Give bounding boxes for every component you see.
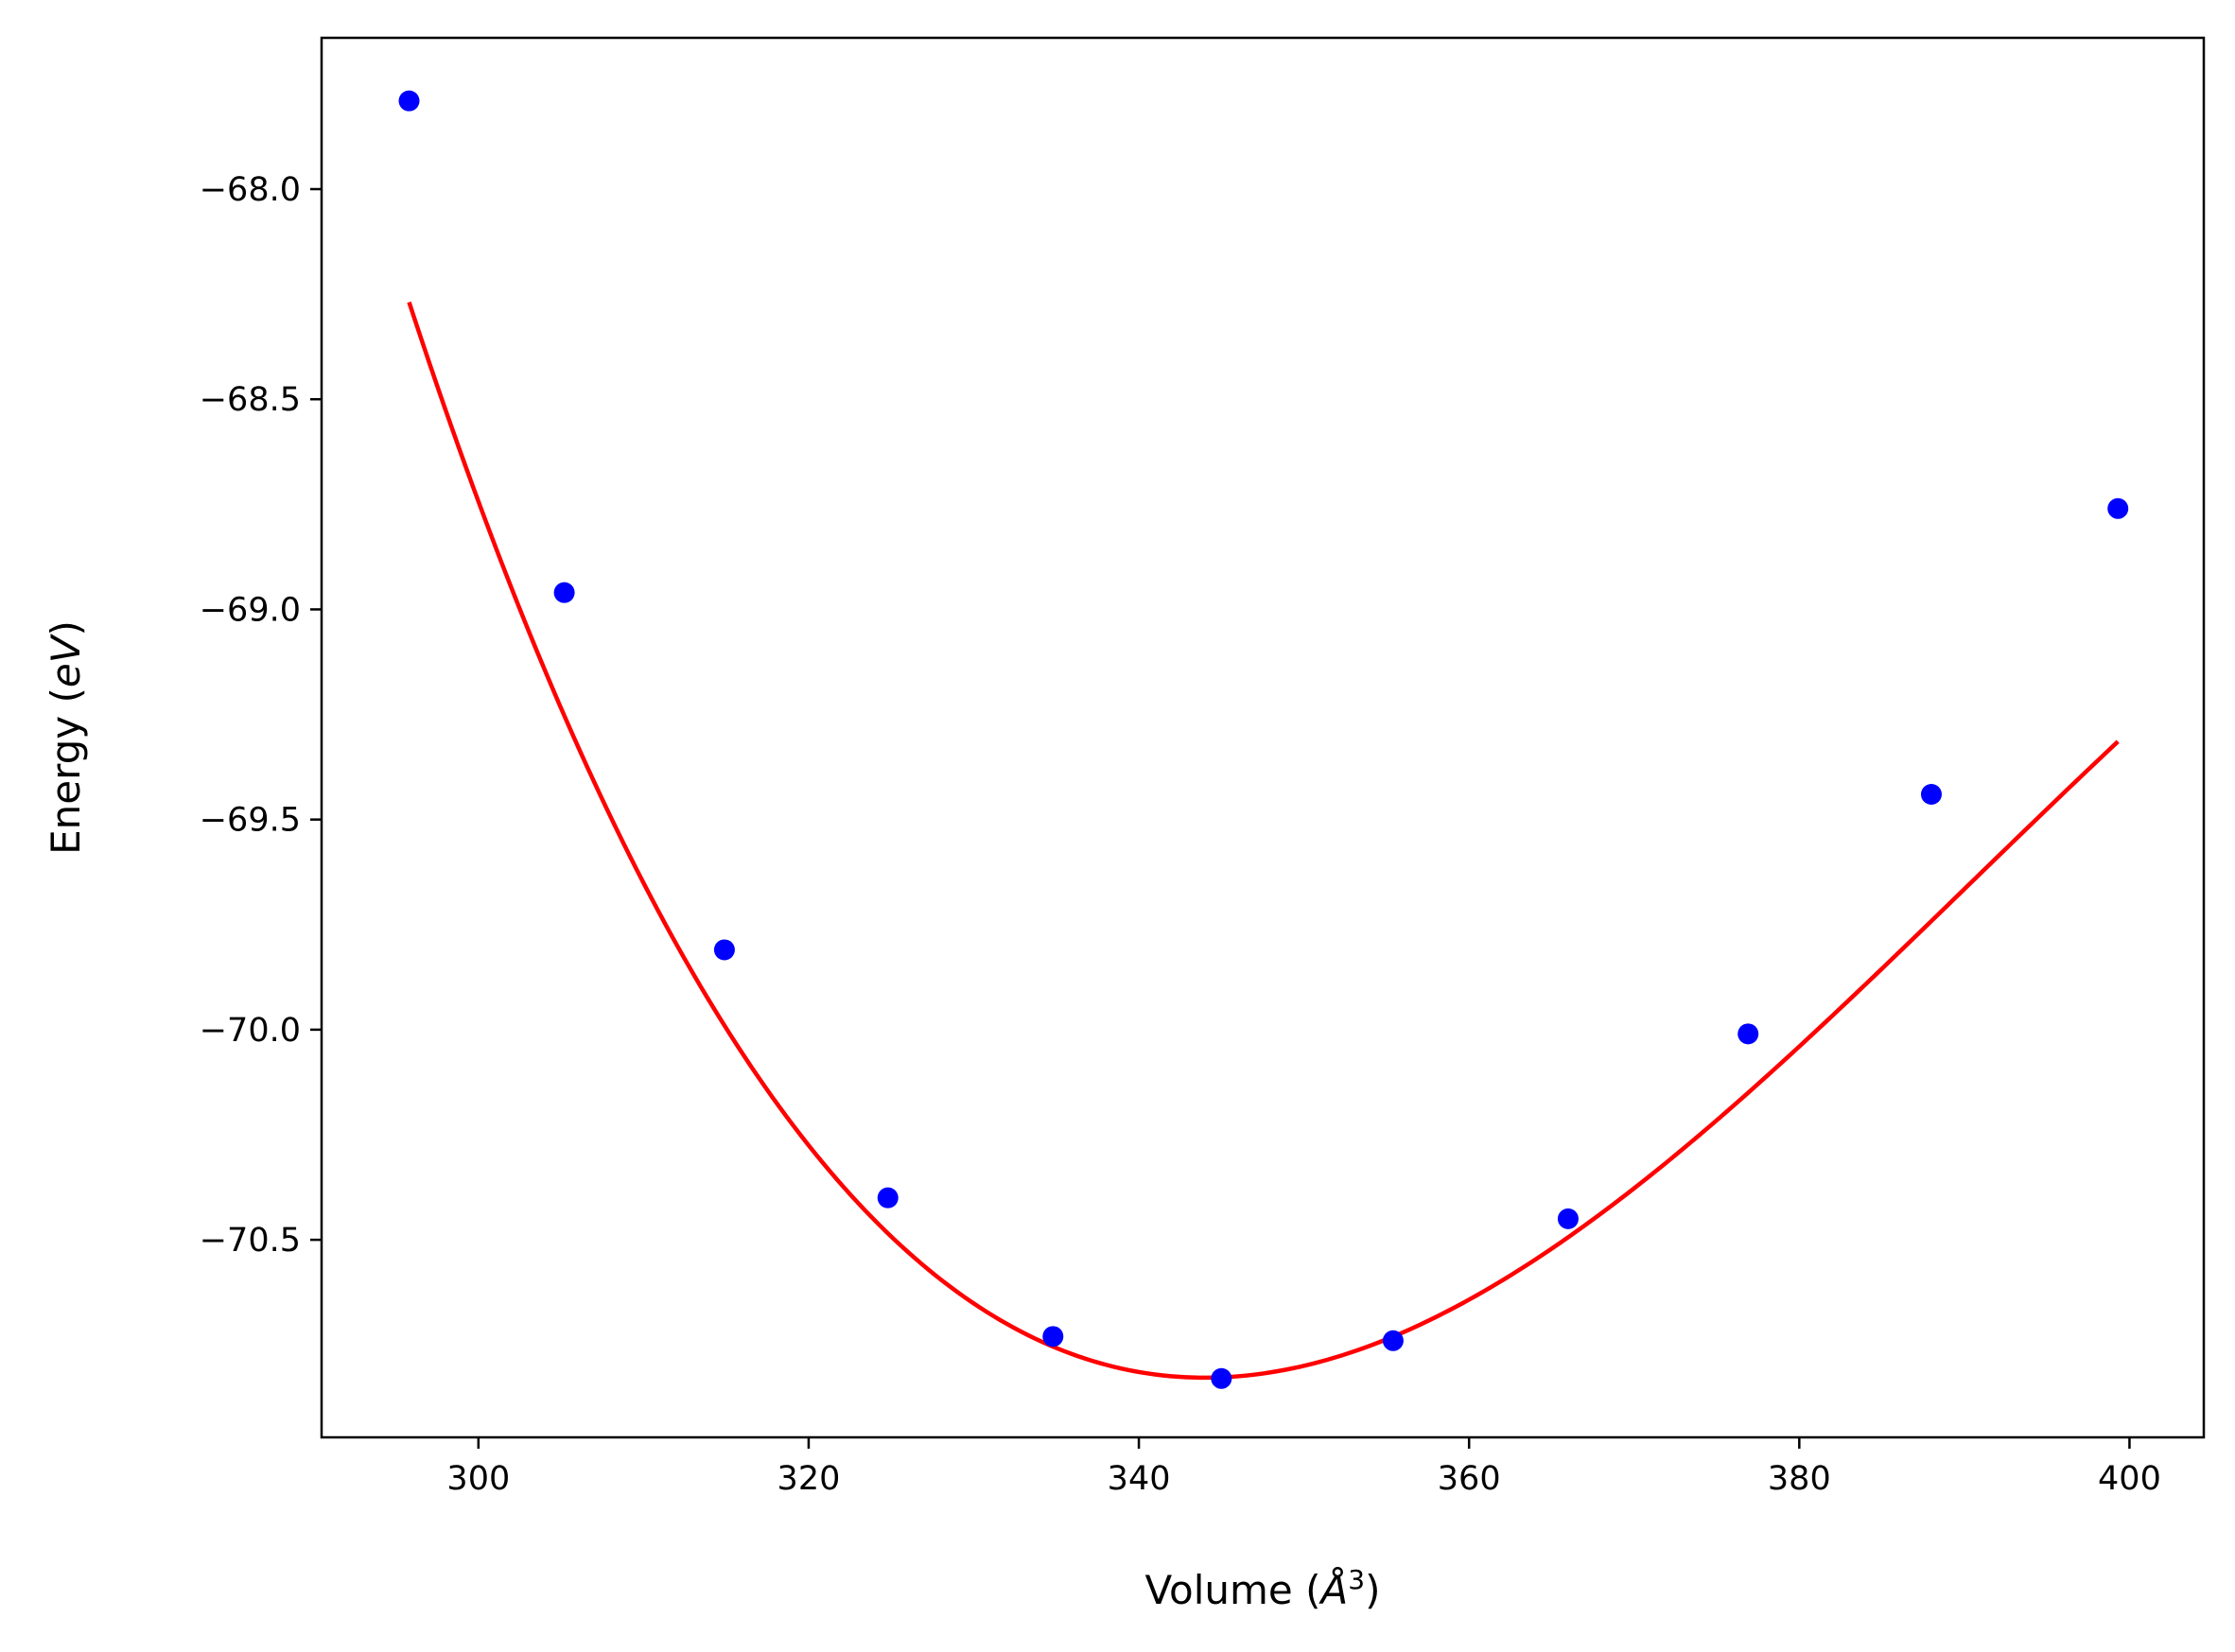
y-tick-label: −70.5: [200, 1222, 301, 1260]
data-point: [553, 582, 575, 603]
y-tick-label: −68.0: [200, 171, 301, 209]
axes-frame: [320, 36, 2206, 1439]
x-axis-label: Volume (Å3): [1145, 1564, 1381, 1613]
x-tick-label: 400: [2098, 1460, 2161, 1498]
data-point: [877, 1187, 899, 1209]
data-point: [713, 939, 735, 961]
x-tick-label: 360: [1438, 1460, 1501, 1498]
x-tick-label: 340: [1108, 1460, 1171, 1498]
y-tick-label: −70.0: [200, 1012, 301, 1050]
data-point: [1382, 1330, 1404, 1351]
data-point: [1737, 1023, 1759, 1045]
x-axis-ticks: 300 320 340 360 380 400: [446, 1437, 2161, 1498]
plot-area: [398, 90, 2129, 1389]
y-tick-label: −69.5: [200, 802, 301, 840]
y-tick-label: −68.5: [200, 381, 301, 419]
y-axis-label: Energy (eV): [43, 620, 89, 855]
data-point: [1211, 1367, 1232, 1389]
y-axis-ticks: −68.0 −68.5 −69.0 −69.5 −70.0 −70.5: [200, 171, 322, 1260]
data-point: [398, 90, 420, 112]
x-tick-label: 320: [777, 1460, 841, 1498]
data-point: [1042, 1326, 1064, 1348]
fit-curve-line: [407, 301, 2120, 1381]
data-point: [1557, 1208, 1579, 1229]
y-tick-label: −69.0: [200, 591, 301, 629]
x-tick-label: 380: [1768, 1460, 1831, 1498]
data-point: [2107, 497, 2129, 519]
data-point: [1920, 784, 1942, 805]
x-tick-label: 300: [446, 1460, 510, 1498]
